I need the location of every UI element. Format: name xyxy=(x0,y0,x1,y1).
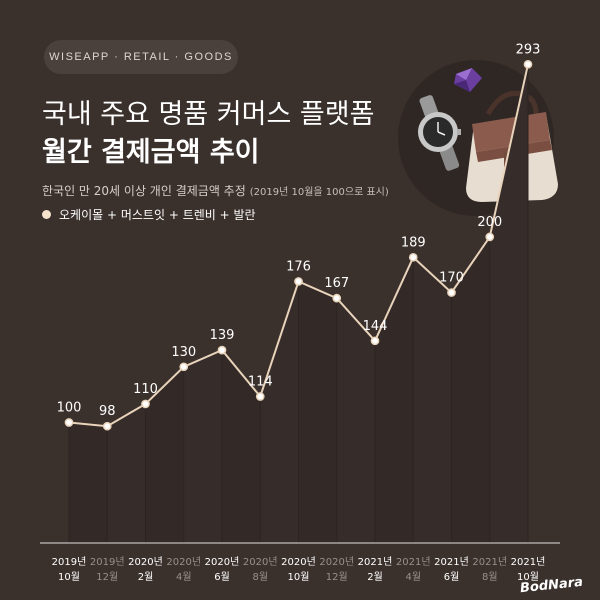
chart-legend: 오케이몰 + 머스트잇 + 트렌비 + 발란 xyxy=(42,206,256,223)
tick-label-year-0: 2019년 xyxy=(52,556,87,568)
tick-label-month-3: 4월 xyxy=(176,571,192,583)
tick-label-year-11: 2021년 xyxy=(472,556,507,568)
gem-icon xyxy=(454,68,482,92)
data-label-10: 170 xyxy=(439,271,464,286)
page-title-line2: 월간 결제금액 추이 xyxy=(42,137,260,168)
brand-text: WISEAPP · RETAIL · GOODS xyxy=(49,51,233,63)
tick-label-month-8: 2월 xyxy=(367,571,383,583)
wristwatch-icon xyxy=(418,95,461,171)
tick-label-year-7: 2020년 xyxy=(319,556,354,568)
tick-label-month-2: 2월 xyxy=(138,571,154,583)
data-label-11: 200 xyxy=(477,215,502,230)
tick-label-year-3: 2020년 xyxy=(166,556,201,568)
data-label-7: 167 xyxy=(324,276,349,291)
data-point-6 xyxy=(294,277,303,286)
data-label-4: 139 xyxy=(210,328,235,343)
data-label-5: 114 xyxy=(248,375,273,390)
area-column-11 xyxy=(489,64,528,544)
page-title-line1: 국내 주요 명품 커머스 플랫폼 xyxy=(42,99,375,130)
tick-label-year-4: 2020년 xyxy=(205,556,240,568)
x-axis-ticks: 2019년 10월 2019년 12월 2020년 2월 2020년 4월 2020년 6월 202… xyxy=(52,556,546,583)
area-column-10 xyxy=(451,236,490,543)
area-column-9 xyxy=(413,257,452,543)
subtitle-note: (2019년 10월을 100으로 표시) xyxy=(249,187,389,198)
tick-label-year-1: 2019년 xyxy=(90,556,125,568)
tick-label-month-10: 6월 xyxy=(444,571,460,583)
brand-pill: WISEAPP · RETAIL · GOODS xyxy=(44,40,238,74)
tick-label-year-2: 2020년 xyxy=(128,556,163,568)
area-column-8 xyxy=(375,257,414,543)
area-column-6 xyxy=(298,281,337,543)
tick-label-month-4: 6월 xyxy=(214,571,230,583)
tick-label-year-12: 2021년 xyxy=(511,556,546,568)
data-point-1 xyxy=(102,421,112,431)
data-label-6: 176 xyxy=(286,259,311,274)
tick-label-month-5: 8월 xyxy=(252,571,268,583)
data-labels: 100 98 110 130 139 114 176 167 144 189 170 200 293 xyxy=(57,42,541,419)
tick-label-month-12: 10월 xyxy=(517,571,539,583)
tick-label-year-5: 2020년 xyxy=(243,556,278,568)
data-label-8: 144 xyxy=(363,319,388,334)
data-label-12: 293 xyxy=(516,42,541,57)
tick-label-year-10: 2021년 xyxy=(434,556,469,568)
area-column-3 xyxy=(183,350,222,543)
data-point-7 xyxy=(332,293,342,303)
legend-marker xyxy=(42,210,51,219)
tick-label-year-8: 2021년 xyxy=(358,556,393,568)
area-column-7 xyxy=(336,298,375,543)
data-point-0 xyxy=(64,418,74,427)
area-column-1 xyxy=(107,403,146,543)
tick-label-month-1: 12월 xyxy=(96,571,118,583)
chart-subtitle: 한국인 만 20세 이상 개인 결제금액 추정 (2019년 10월을 100으로… xyxy=(42,182,389,199)
data-label-9: 189 xyxy=(401,235,426,250)
data-point-12 xyxy=(523,59,533,69)
data-point-5 xyxy=(255,392,265,401)
legend-label: 오케이몰 + 머스트잇 + 트렌비 + 발란 xyxy=(59,208,256,222)
data-point-3 xyxy=(179,362,189,372)
data-point-10 xyxy=(447,288,456,297)
data-point-8 xyxy=(370,336,380,346)
area-column-0 xyxy=(69,422,108,543)
data-point-9 xyxy=(408,252,418,262)
area-column-2 xyxy=(145,366,184,543)
data-points xyxy=(64,59,533,431)
tick-label-month-11: 8월 xyxy=(482,571,498,583)
area-column-4 xyxy=(222,350,261,543)
data-label-3: 130 xyxy=(171,345,196,360)
data-point-4 xyxy=(217,345,227,355)
tick-label-month-6: 10월 xyxy=(288,571,310,583)
tick-label-month-0: 10월 xyxy=(58,571,80,583)
data-point-2 xyxy=(141,399,150,409)
tick-label-month-7: 12월 xyxy=(326,571,348,583)
subtitle-text: 한국인 만 20세 이상 개인 결제금액 추정 xyxy=(42,184,246,198)
data-label-0: 100 xyxy=(57,401,82,416)
tick-label-month-9: 4월 xyxy=(405,571,421,583)
data-label-1: 98 xyxy=(99,404,116,419)
data-label-2: 110 xyxy=(133,382,158,397)
column-bars xyxy=(40,64,560,544)
tick-label-year-9: 2021년 xyxy=(396,556,431,568)
data-point-11 xyxy=(485,232,495,242)
tick-label-year-6: 2020년 xyxy=(281,556,316,568)
area-column-5 xyxy=(260,281,299,543)
